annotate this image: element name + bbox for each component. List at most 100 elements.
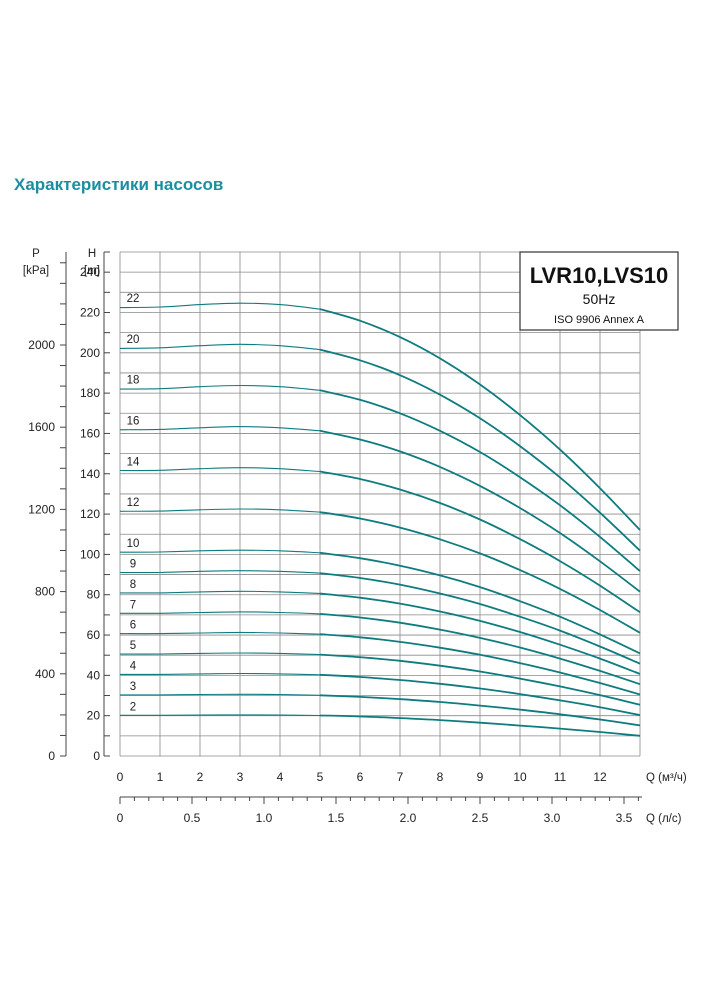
axis-labels: 0204060801001201401601802002202400400800…: [28, 251, 642, 825]
head-tick-label: 200: [80, 346, 100, 360]
curve-stage-16: [319, 429, 641, 593]
head-tick-label: 160: [80, 426, 100, 440]
curve-stage-3: [319, 694, 641, 727]
head-tick-label: 240: [80, 265, 100, 279]
curve-stage-22: [319, 308, 641, 531]
stage-label: 6: [130, 620, 136, 632]
flow-m3h-tick-label: 4: [277, 770, 284, 784]
flow-m3h-tick-label: 9: [477, 770, 484, 784]
stage-label: 18: [127, 375, 140, 387]
flow-m3h-tick-label: 3: [237, 770, 244, 784]
stage-label: 14: [127, 456, 140, 468]
curve-stage-22-low-flow: [119, 302, 321, 310]
flow-ls-tick-label: 1.5: [328, 811, 345, 825]
pressure-axis-unit: [kPa]: [23, 265, 49, 277]
head-tick-label: 80: [87, 588, 101, 602]
flow-ls-tick-label: 2.5: [472, 811, 489, 825]
curve-stage-7: [319, 613, 641, 686]
flow-ls-tick-label: 0.5: [184, 811, 201, 825]
curve-stage-2: [319, 714, 641, 737]
head-tick-label: 180: [80, 386, 100, 400]
pressure-tick-label: 2000: [28, 338, 55, 352]
curve-stage-6-low-flow: [119, 631, 321, 635]
flow-m3h-tick-label: 7: [397, 770, 404, 784]
stage-label: 9: [130, 559, 136, 571]
flow-ls-tick-label: 3.0: [544, 811, 561, 825]
pressure-tick-label: 1600: [28, 420, 55, 434]
head-tick-label: 60: [87, 628, 101, 642]
curve-stage-8: [319, 592, 641, 675]
flow-m3h-tick-label: 0: [117, 770, 124, 784]
stage-label: 12: [127, 497, 140, 509]
stage-label: 4: [130, 660, 137, 672]
flow-m3h-tick-label: 8: [437, 770, 444, 784]
stage-label: 10: [127, 538, 140, 550]
flow-m3h-tick-label: 11: [554, 770, 567, 784]
flow-ls-tick-label: 1.0: [256, 811, 273, 825]
pressure-tick-label: 0: [48, 749, 55, 763]
stage-label: 8: [130, 579, 136, 591]
curve-stage-18-low-flow: [119, 384, 321, 391]
stage-label: 22: [127, 293, 140, 305]
curve-stage-5-low-flow: [119, 652, 321, 656]
curve-stage-16-low-flow: [119, 426, 321, 432]
curve-stage-18: [319, 389, 641, 572]
frequency-label: 50Hz: [583, 291, 616, 307]
flow-ls-tick-label: 3.5: [616, 811, 633, 825]
pressure-tick-label: 1200: [28, 502, 55, 516]
curve-stage-10-low-flow: [119, 549, 321, 554]
curve-stage-9-low-flow: [119, 570, 321, 574]
head-tick-label: 120: [80, 507, 100, 521]
curve-stage-20-low-flow: [119, 343, 321, 351]
head-tick-label: 100: [80, 547, 100, 561]
page-title: Характеристики насосов: [14, 175, 224, 194]
stage-label: 5: [130, 640, 136, 652]
curve-stage-7-low-flow: [119, 611, 321, 615]
pressure-tick-label: 400: [35, 667, 55, 681]
standard-label: ISO 9906 Annex A: [554, 314, 645, 326]
flow-ls-tick-label: 0: [117, 811, 124, 825]
flow-m3h-tick-label: 5: [317, 770, 324, 784]
head-tick-label: 220: [80, 305, 100, 319]
curve-stage-20: [319, 348, 641, 552]
head-tick-label: 140: [80, 467, 100, 481]
model-name: LVR10,LVS10: [530, 263, 669, 288]
pressure-axis-symbol: P: [32, 248, 40, 260]
head-tick-label: 20: [87, 709, 101, 723]
curve-stage-3-low-flow: [119, 693, 321, 696]
curve-stage-12: [319, 511, 641, 634]
legend-frame: [519, 251, 679, 331]
stage-label: 2: [130, 701, 136, 713]
stage-label: 7: [130, 599, 136, 611]
head-axis-symbol: H: [88, 248, 96, 260]
curve-stage-12-low-flow: [119, 508, 321, 513]
curve-stage-10: [319, 551, 641, 655]
stage-label: 3: [130, 681, 136, 693]
flow-m3h-tick-label: 1: [157, 770, 164, 784]
curve-stage-9: [319, 572, 641, 665]
curve-stage-5: [319, 653, 641, 706]
flow-m3h-tick-label: 12: [593, 770, 607, 784]
stage-label: 20: [127, 334, 140, 346]
pump-curves: 2 3 4 5 6 7 8 9 10 12 14 16 18 20 22: [119, 293, 641, 737]
curve-stage-8-low-flow: [119, 590, 321, 595]
head-tick-label: 40: [87, 668, 101, 682]
model-legend-box: LVR10,LVS10 50Hz ISO 9906 Annex A: [519, 251, 679, 331]
curve-stage-14: [319, 470, 641, 614]
stage-label: 16: [127, 415, 140, 427]
flow-axis-label-m3h: Q (м³/ч): [646, 772, 687, 784]
flow-ls-tick-label: 2.0: [400, 811, 417, 825]
curve-stage-14-low-flow: [119, 467, 321, 473]
flow-axis-label-ls: Q (л/с): [646, 813, 682, 825]
head-tick-label: 0: [93, 749, 100, 763]
head-axis-unit: [m]: [84, 265, 100, 277]
curve-stage-4: [319, 673, 641, 716]
flow-m3h-tick-label: 6: [357, 770, 364, 784]
curve-stage-4-low-flow: [120, 672, 321, 676]
flow-m3h-tick-label: 10: [513, 770, 527, 784]
curve-stage-2-low-flow: [119, 714, 321, 717]
curve-stage-6: [319, 633, 641, 696]
flow-m3h-tick-label: 2: [197, 770, 204, 784]
pressure-tick-label: 800: [35, 585, 55, 599]
